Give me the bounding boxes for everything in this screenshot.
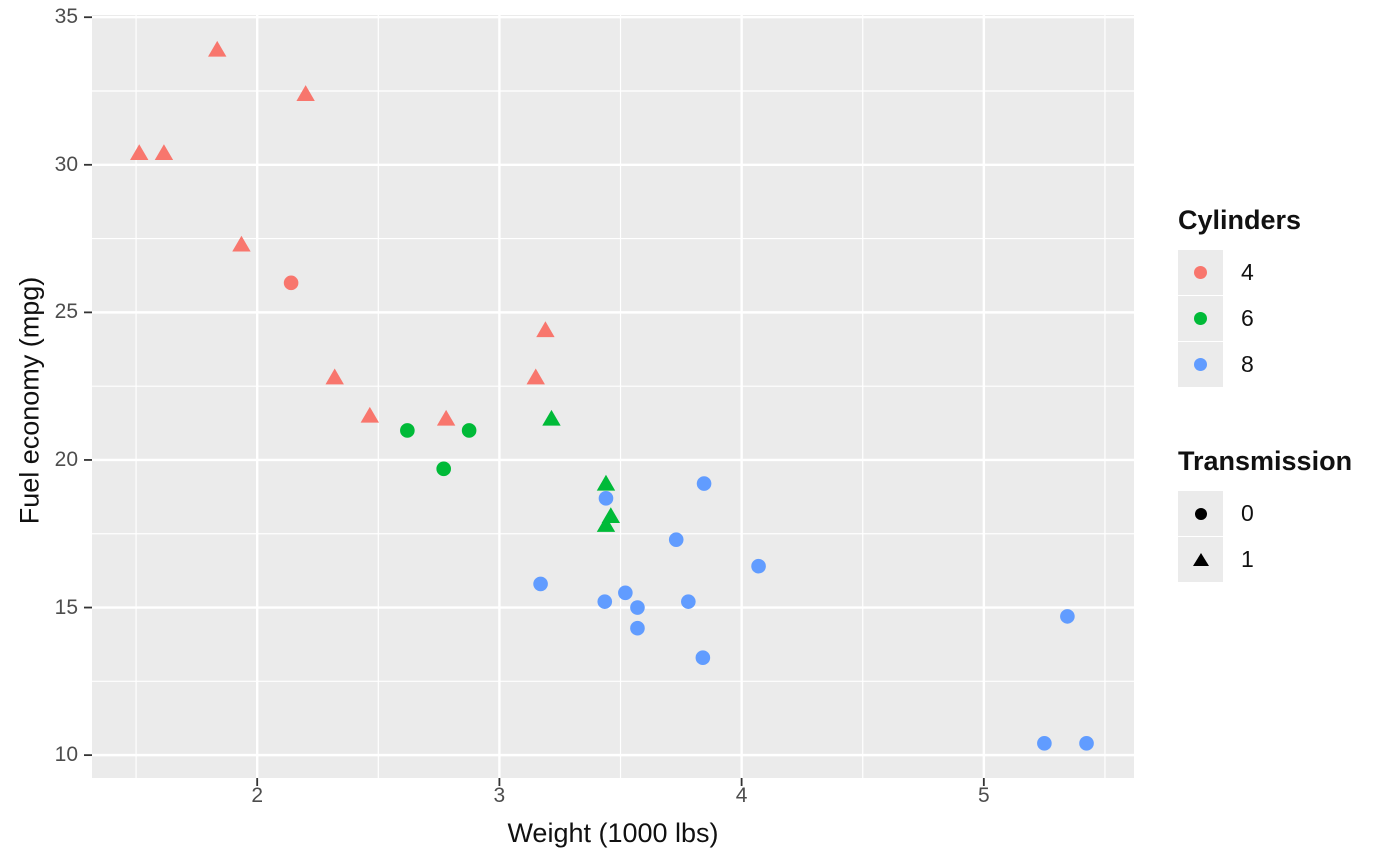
data-point[interactable] <box>751 558 766 574</box>
green-circle-icon <box>1194 312 1207 325</box>
data-point[interactable] <box>668 532 684 547</box>
data-point[interactable] <box>1079 736 1094 751</box>
data-point[interactable] <box>695 650 711 666</box>
blue-circle-icon <box>1194 358 1207 371</box>
data-point[interactable] <box>1060 609 1075 624</box>
legend-label: 0 <box>1241 500 1254 526</box>
data-point[interactable] <box>400 423 415 438</box>
data-point[interactable] <box>596 474 616 491</box>
data-point[interactable] <box>630 600 645 615</box>
x-tick-label: 5 <box>977 784 990 807</box>
y-tick-label: 25 <box>54 300 78 324</box>
data-point[interactable] <box>681 594 696 609</box>
x-tick-label: 4 <box>735 784 748 807</box>
data-point[interactable] <box>542 409 561 426</box>
data-point[interactable] <box>533 576 548 592</box>
legend-cylinders-title: Cylinders <box>1178 205 1302 235</box>
red-circle-icon <box>1194 266 1207 279</box>
data-point[interactable] <box>208 40 227 57</box>
black-circle-icon <box>1194 507 1207 520</box>
data-point[interactable] <box>596 516 616 532</box>
data-point[interactable] <box>696 476 712 491</box>
data-point[interactable] <box>598 491 614 506</box>
data-point[interactable] <box>1037 736 1052 751</box>
x-axis-title: Weight (1000 lbs) <box>507 818 719 848</box>
y-tick-label: 15 <box>54 595 78 619</box>
legend-key-cyl-6 <box>1178 296 1223 341</box>
data-point[interactable] <box>618 585 633 601</box>
y-tick-label: 35 <box>54 5 78 29</box>
data-point[interactable] <box>597 594 613 609</box>
legend-label: 6 <box>1241 305 1254 331</box>
data-point[interactable] <box>461 423 477 438</box>
legend-transmission-title: Transmission <box>1178 446 1353 476</box>
legend-label: 1 <box>1241 546 1254 572</box>
x-tick-label: 3 <box>493 784 506 807</box>
data-point[interactable] <box>436 461 451 477</box>
legend-label: 8 <box>1241 351 1254 377</box>
data-point[interactable] <box>296 85 315 101</box>
black-triangle-icon <box>1192 553 1209 566</box>
legend-key-trans-1 <box>1178 537 1223 582</box>
data-point[interactable] <box>630 620 645 636</box>
data-point[interactable] <box>232 235 251 252</box>
data-point[interactable] <box>325 368 344 385</box>
legend-transmission: Transmission 0 1 <box>1178 446 1352 583</box>
y-tick-label: 30 <box>54 152 78 176</box>
data-point[interactable] <box>360 406 380 423</box>
y-axis-title: Fuel economy (mpg) <box>14 276 45 525</box>
legend-key-trans-0 <box>1178 491 1223 536</box>
plot-panel <box>92 15 1134 778</box>
legend-item-trans-0[interactable]: 0 <box>1178 491 1352 536</box>
data-point[interactable] <box>130 144 149 160</box>
x-tick-label: 2 <box>251 784 264 807</box>
data-point[interactable] <box>436 409 456 426</box>
data-point[interactable] <box>526 368 545 385</box>
legend-key-cyl-4 <box>1178 250 1223 295</box>
y-tick-label: 10 <box>54 743 78 767</box>
legend-item-cyl-8[interactable]: 8 <box>1178 342 1301 387</box>
y-tick-label: 20 <box>54 447 78 471</box>
legend-key-cyl-8 <box>1178 342 1223 387</box>
legend-item-cyl-4[interactable]: 4 <box>1178 250 1301 295</box>
legend-cylinders: Cylinders 4 6 8 <box>1178 205 1301 388</box>
legend-label: 4 <box>1241 259 1254 285</box>
data-point[interactable] <box>283 275 299 291</box>
data-point[interactable] <box>536 321 555 338</box>
data-point[interactable] <box>154 144 174 160</box>
legend-item-cyl-6[interactable]: 6 <box>1178 296 1301 341</box>
legend-item-trans-1[interactable]: 1 <box>1178 537 1352 582</box>
